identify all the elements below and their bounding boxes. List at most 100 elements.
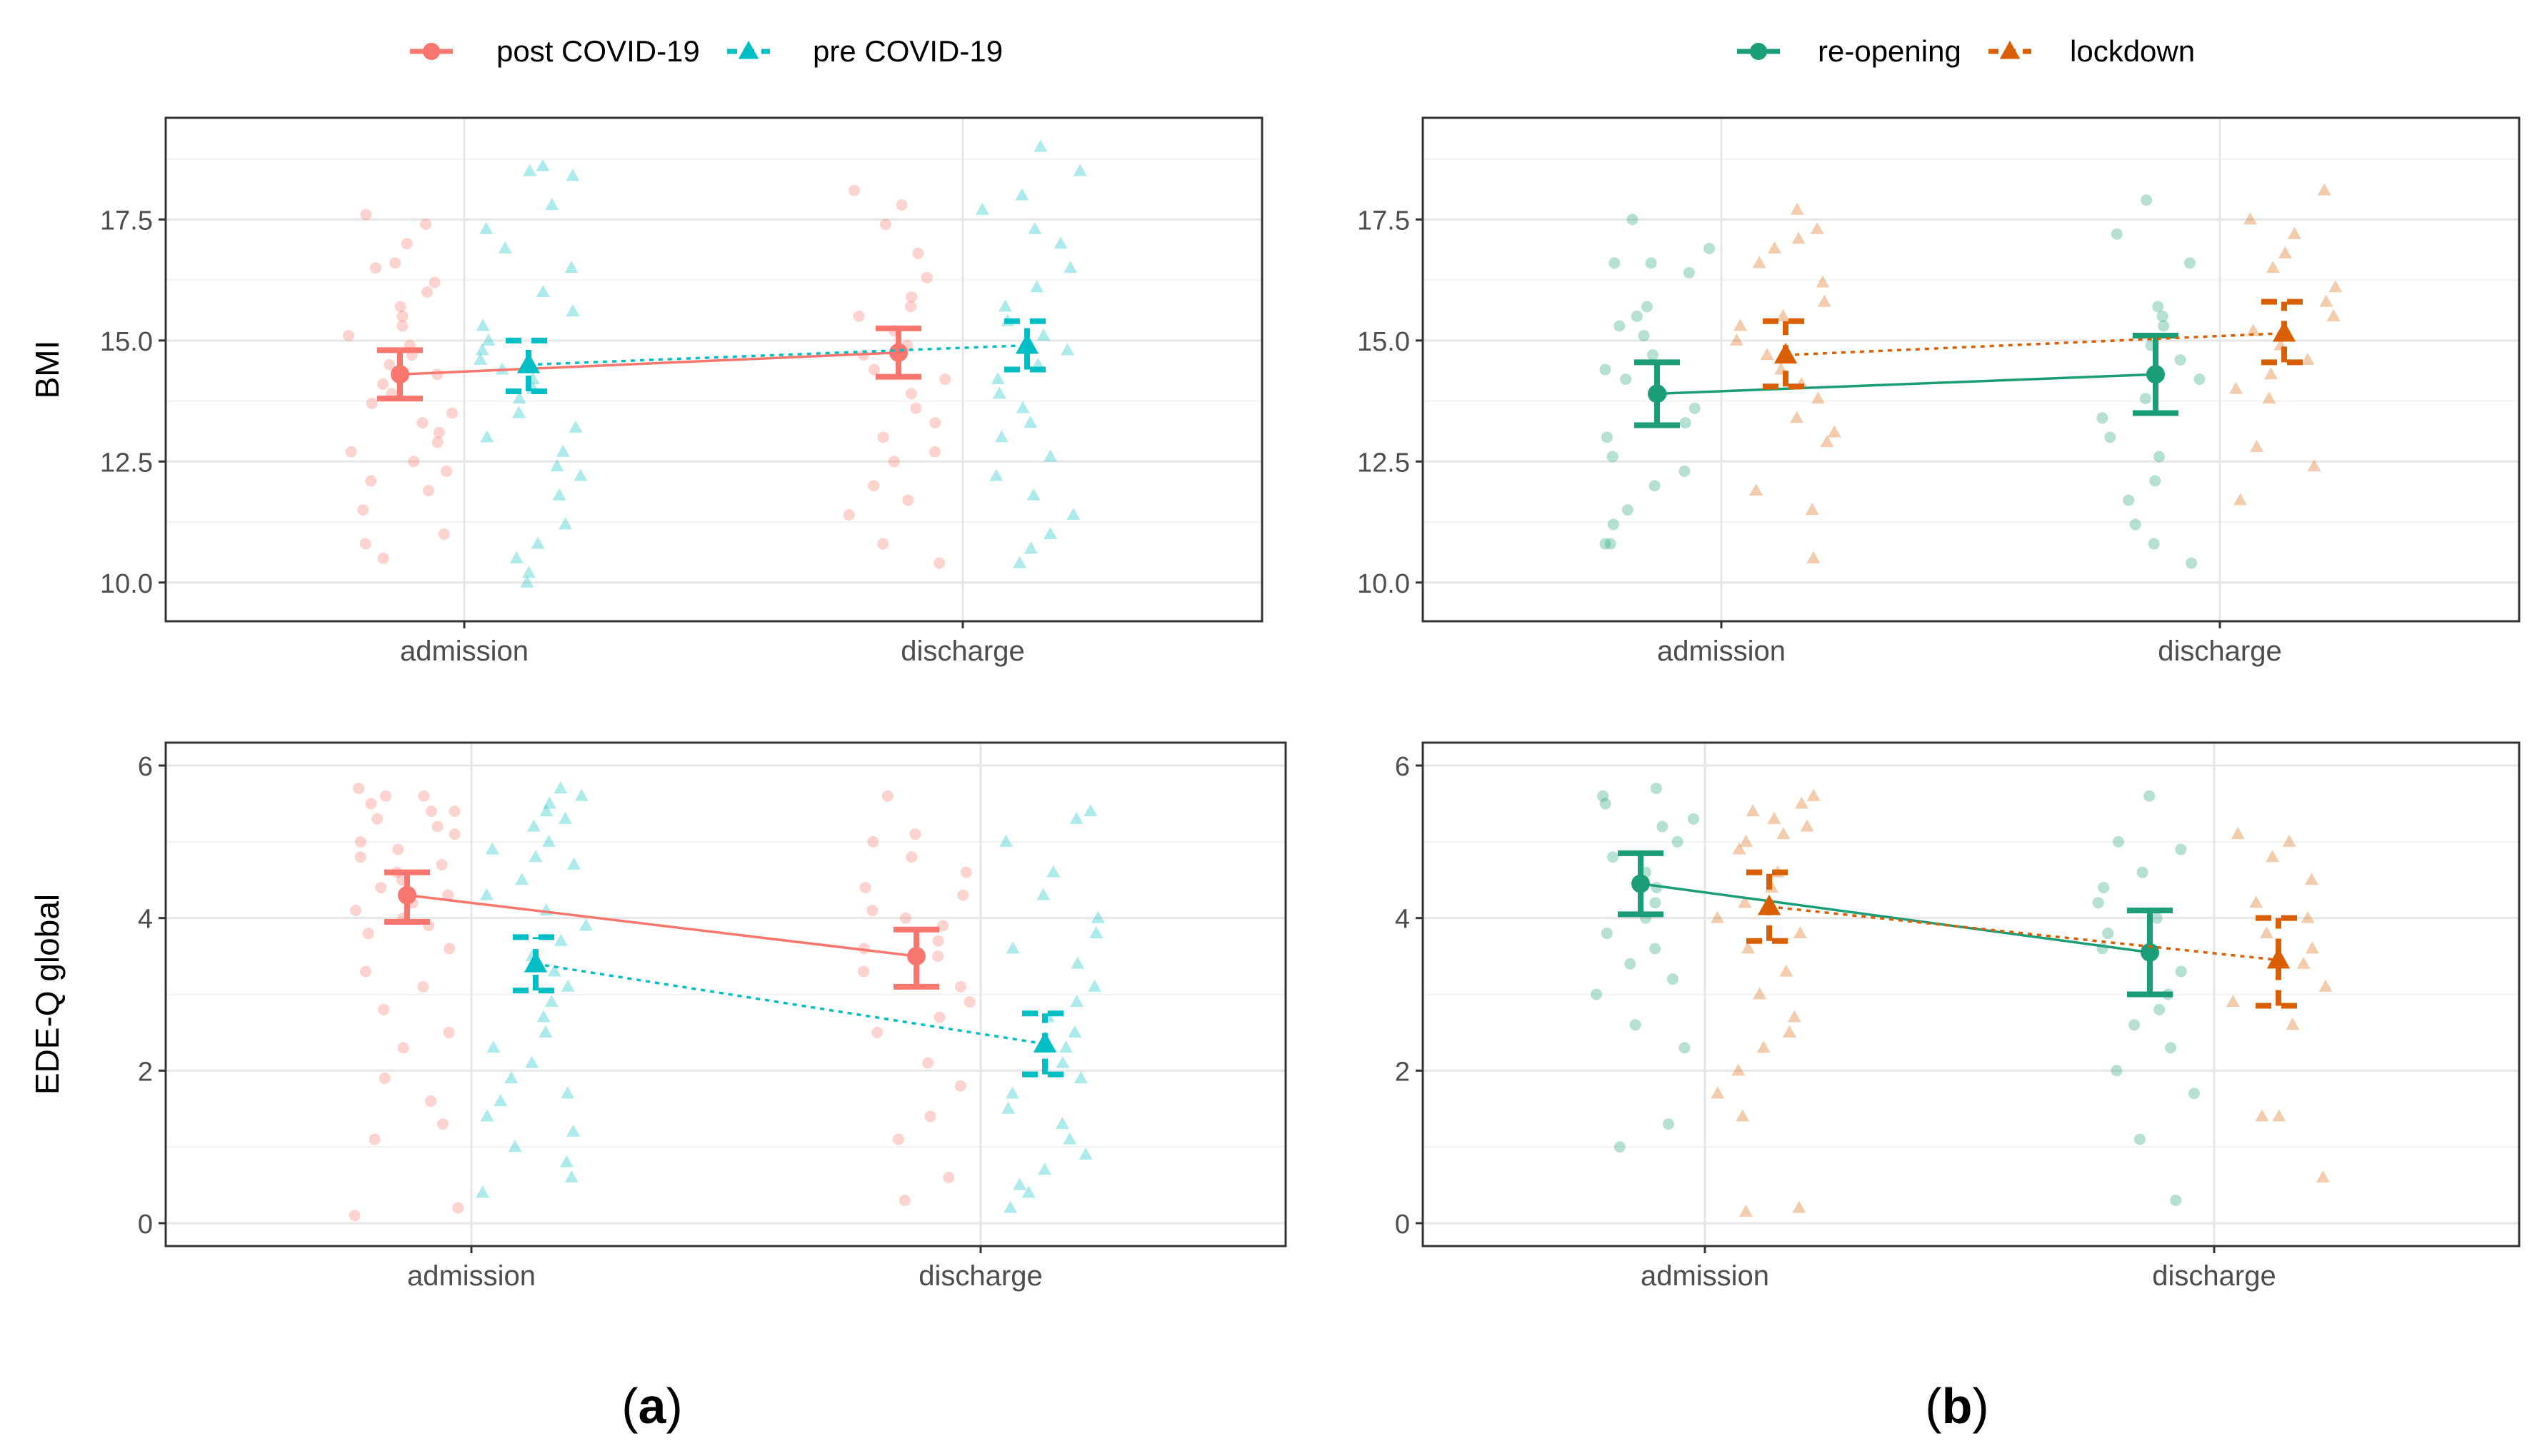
data-point	[2226, 995, 2240, 1008]
data-point	[2174, 353, 2186, 366]
data-point	[1827, 425, 1841, 438]
data-point	[843, 508, 855, 521]
data-point	[1006, 1086, 1020, 1099]
data-point	[369, 262, 381, 274]
x-tick-label: discharge	[901, 636, 1024, 667]
data-point	[574, 468, 588, 481]
data-point	[554, 781, 568, 794]
plot-border	[164, 116, 1264, 623]
data-point	[932, 935, 944, 947]
panel-label-a-close: )	[666, 1378, 682, 1434]
data-point	[2188, 1088, 2201, 1100]
data-point	[2318, 979, 2333, 992]
data-point	[349, 905, 361, 916]
data-point	[1613, 320, 1626, 332]
data-point	[452, 1202, 464, 1214]
data-point	[1738, 834, 1753, 847]
data-point	[1601, 431, 1613, 443]
data-point	[1683, 266, 1695, 278]
data-point	[1015, 188, 1029, 201]
data-point	[473, 352, 487, 365]
data-point	[892, 1133, 904, 1145]
legend-item: post COVID-19	[410, 34, 700, 68]
data-point	[1084, 804, 1098, 817]
data-point	[924, 1110, 936, 1123]
chart-a-edeq: 0 2 4 6 admission discharge EDE-Q global	[29, 741, 1287, 1292]
data-point	[2231, 827, 2245, 840]
data-point	[485, 842, 499, 855]
data-point	[881, 790, 894, 802]
data-point	[545, 198, 559, 211]
data-point	[520, 575, 534, 588]
data-point	[964, 996, 976, 1008]
data-point	[384, 358, 396, 371]
plot-background	[1423, 118, 2519, 621]
data-point	[954, 1080, 966, 1092]
data-point	[1767, 241, 1781, 254]
data-point	[1792, 1200, 1806, 1213]
mean-line	[1656, 373, 2156, 396]
y-tick-label: 6	[138, 752, 153, 782]
data-point	[552, 488, 566, 501]
data-point	[566, 1124, 580, 1137]
y-tick-label: 2	[138, 1057, 153, 1087]
data-point	[476, 318, 490, 331]
data-point	[446, 407, 459, 419]
series-points	[1710, 788, 2333, 1217]
series-points	[349, 783, 976, 1222]
data-point	[2098, 881, 2110, 893]
data-point	[2148, 538, 2160, 550]
data-point	[1678, 465, 1691, 477]
data-point	[429, 276, 441, 288]
data-point	[1752, 256, 1766, 268]
data-point	[2316, 1170, 2330, 1183]
data-point	[1606, 451, 1618, 463]
data-point	[394, 301, 406, 313]
y-tick-label: 12.5	[100, 448, 153, 478]
data-point	[1055, 1117, 1069, 1130]
data-point	[902, 494, 914, 506]
mean-point	[516, 352, 541, 373]
legend-item: re-opening	[1737, 34, 1961, 68]
mean-point	[2266, 948, 2291, 969]
data-point	[421, 286, 433, 298]
data-point	[476, 1185, 490, 1198]
y-tick-label: 2	[1395, 1057, 1410, 1087]
data-point	[2149, 475, 2161, 487]
data-point	[433, 426, 445, 438]
y-tick-label: 17.5	[100, 206, 153, 236]
data-point	[859, 881, 871, 893]
data-point	[1756, 1040, 1771, 1053]
data-point	[934, 557, 946, 569]
data-point	[1599, 798, 1611, 810]
data-point	[2152, 301, 2164, 313]
data-point	[486, 1040, 501, 1053]
data-point	[1733, 318, 1747, 331]
data-point	[1061, 343, 1075, 356]
y-axis-label: BMI	[29, 341, 66, 399]
y-tick-label: 4	[138, 905, 153, 935]
data-point	[377, 552, 389, 564]
data-point	[1805, 503, 1819, 516]
data-point	[1006, 941, 1020, 954]
y-tick-label: 6	[1395, 752, 1410, 782]
data-point	[554, 933, 568, 946]
data-point	[444, 943, 456, 955]
svg-text:(a): (a)	[621, 1378, 683, 1434]
data-point	[1753, 987, 1767, 1000]
data-point	[888, 456, 900, 468]
mean-point	[2141, 943, 2159, 962]
data-point	[1760, 348, 1774, 361]
data-point	[929, 446, 941, 458]
data-point	[521, 566, 536, 578]
data-point	[353, 783, 365, 795]
data-point	[396, 320, 409, 332]
data-point	[1601, 928, 1613, 940]
legend-label: post COVID-19	[496, 34, 700, 68]
data-point	[849, 184, 861, 196]
data-point	[431, 368, 444, 381]
data-point	[559, 1155, 574, 1168]
series-points	[342, 184, 951, 569]
mean-point	[1773, 343, 1798, 364]
legend-a: post COVID-19 pre COVID-19	[410, 34, 1003, 68]
